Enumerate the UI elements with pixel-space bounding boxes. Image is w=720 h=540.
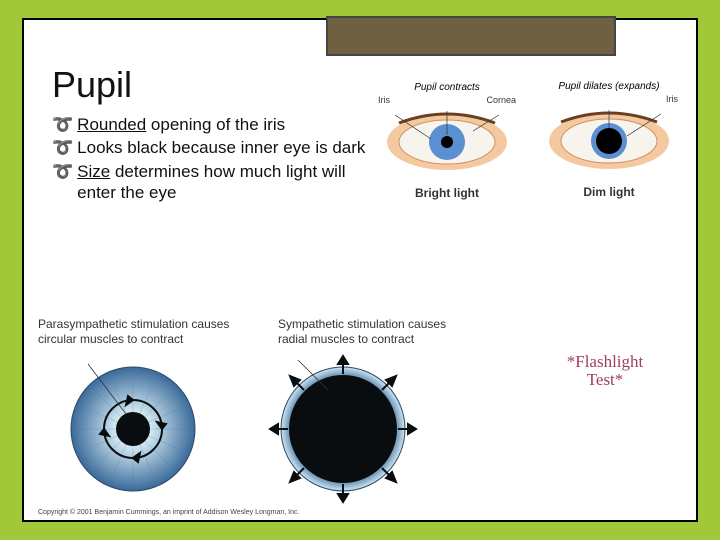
iris-svg-dilated xyxy=(268,354,418,504)
eye-top-label: Pupil dilates (expands) xyxy=(534,82,684,92)
bullet-rest: determines how much light will enter the… xyxy=(77,162,345,202)
iris-label-sympathetic: Sympathetic stimulation causes radial mu… xyxy=(278,317,478,346)
slide-title: Pupil xyxy=(52,64,132,106)
copyright-text: Copyright © 2001 Benjamin Cummings, an i… xyxy=(38,509,299,516)
bullet-item: ➰ Size determines how much light will en… xyxy=(52,161,382,204)
bullet-icon: ➰ xyxy=(52,114,73,135)
top-eye-diagrams: Pupil contracts Iris Cornea Bright light xyxy=(370,80,686,200)
eye-svg-contracted xyxy=(377,107,517,177)
iris-label-parasympathetic: Parasympathetic stimulation causes circu… xyxy=(38,317,238,346)
bullet-underline: Size xyxy=(77,162,110,181)
flashlight-test-label: *Flashlight Test* xyxy=(550,353,660,390)
eye-svg-dilated xyxy=(539,106,679,176)
label-iris: Iris xyxy=(378,95,390,105)
bullet-text: Rounded opening of the iris xyxy=(77,114,285,135)
label-cornea: Cornea xyxy=(486,95,516,105)
bullet-text: Size determines how much light will ente… xyxy=(77,161,382,204)
eye-caption: Bright light xyxy=(372,186,522,200)
eye-caption: Dim light xyxy=(534,185,684,199)
bullet-icon: ➰ xyxy=(52,137,73,158)
bullet-underline: Rounded xyxy=(77,115,146,134)
title-accent-box xyxy=(326,16,616,56)
label-iris: Iris xyxy=(666,94,678,104)
bullet-text: Looks black because inner eye is dark xyxy=(77,137,365,158)
bullet-rest: opening of the iris xyxy=(146,115,285,134)
eye-bright-light: Pupil contracts Iris Cornea Bright light xyxy=(372,82,522,200)
iris-diagrams: Parasympathetic stimulation causes circu… xyxy=(38,317,518,504)
bullet-item: ➰ Rounded opening of the iris xyxy=(52,114,382,135)
iris-svg-constricted xyxy=(58,354,208,504)
eye-dim-light: Pupil dilates (expands) Iris Dim light xyxy=(534,82,684,200)
slide-container: Pupil ➰ Rounded opening of the iris ➰ Lo… xyxy=(22,18,698,522)
bullet-icon: ➰ xyxy=(52,161,73,182)
bullet-list: ➰ Rounded opening of the iris ➰ Looks bl… xyxy=(52,114,382,205)
eye-top-label: Pupil contracts xyxy=(372,82,522,93)
bullet-item: ➰ Looks black because inner eye is dark xyxy=(52,137,382,158)
